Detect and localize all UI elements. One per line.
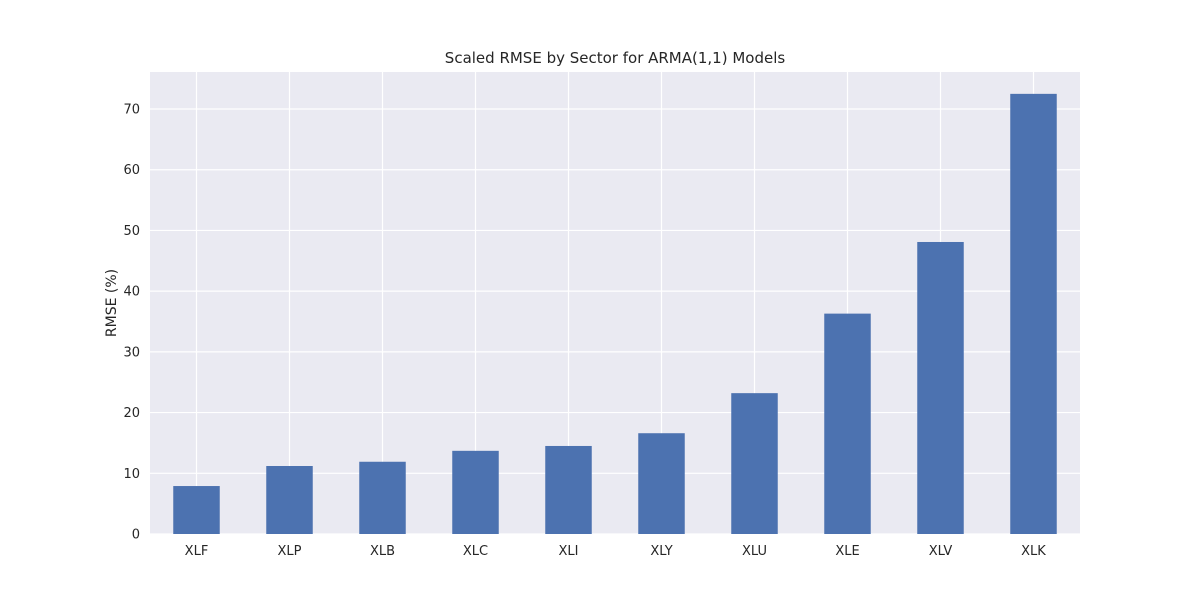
x-tick-label: XLE [835, 544, 859, 559]
y-tick-label: 10 [123, 467, 140, 482]
y-tick-label: 30 [123, 345, 140, 360]
bar-xly [638, 433, 685, 534]
bar-xli [545, 445, 592, 534]
x-tick-labels: XLF XLP XLB XLC XLI XLY XLU XLE XLV XLK [185, 544, 1047, 559]
x-tick-label: XLY [650, 544, 672, 559]
bar-xlu [731, 393, 778, 534]
bar-xlf [173, 486, 220, 534]
y-tick-label: 50 [123, 224, 140, 239]
x-tick-label: XLK [1021, 544, 1046, 559]
y-tick-label: 20 [123, 406, 140, 421]
x-tick-label: XLB [370, 544, 395, 559]
y-tick-label: 60 [123, 163, 140, 178]
bar-xlp [266, 466, 313, 534]
y-tick-label: 40 [123, 285, 140, 300]
y-tick-labels: 0 10 20 30 40 50 60 70 [123, 103, 140, 543]
x-tick-label: XLC [463, 544, 488, 559]
bar-xle [824, 313, 871, 534]
bars [173, 93, 1057, 534]
y-axis-label: RMSE (%) [104, 269, 120, 337]
x-tick-label: XLV [929, 544, 953, 559]
bar-xlk [1010, 93, 1057, 534]
x-tick-label: XLF [185, 544, 209, 559]
bar-xlb [359, 461, 406, 534]
bar-xlc [452, 450, 499, 534]
bar-xlv [917, 241, 964, 534]
x-tick-label: XLU [742, 544, 767, 559]
x-tick-label: XLP [278, 544, 302, 559]
y-tick-label: 70 [123, 103, 140, 118]
chart-title: Scaled RMSE by Sector for ARMA(1,1) Mode… [445, 49, 786, 67]
y-tick-label: 0 [132, 528, 140, 543]
grid-lines [150, 72, 1080, 535]
x-tick-label: XLI [559, 544, 579, 559]
